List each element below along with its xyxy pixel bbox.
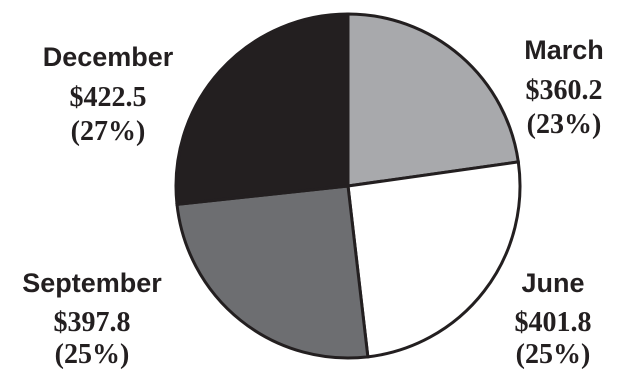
pie-slice-december [174, 12, 350, 207]
pie-slice-september [175, 184, 370, 360]
slice-value-december: $422.5 [70, 82, 147, 113]
slice-percent-june: (25%) [516, 339, 591, 369]
slice-label-march: March [524, 35, 604, 65]
slice-value-june: $401.8 [515, 307, 592, 338]
slice-label-june: June [521, 268, 584, 298]
slice-value-march: $360.2 [526, 75, 603, 106]
pie-slices [174, 12, 522, 360]
pie-slice-june [346, 160, 522, 359]
slice-label-september: September [22, 268, 162, 298]
slice-percent-march: (23%) [527, 109, 602, 140]
slice-label-december: December [43, 42, 174, 72]
pie-slice-march [346, 12, 521, 188]
slice-percent-december: (27%) [71, 116, 146, 147]
slice-percent-september: (25%) [55, 339, 130, 369]
slice-value-september: $397.8 [54, 307, 131, 338]
